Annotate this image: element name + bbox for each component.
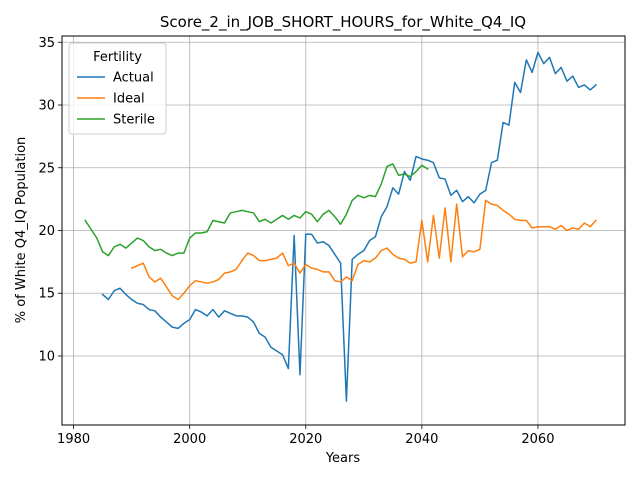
series-lines [84,51,598,402]
legend: Fertility Actual Ideal Sterile [68,42,167,135]
series-line-actual [101,51,598,402]
series-line-sterile [84,163,429,257]
x-tick-label: 2060 [521,432,554,447]
x-tick-label: 2020 [289,432,322,447]
x-tick-label: 2000 [173,432,206,447]
legend-label-ideal: Ideal [113,92,145,107]
axis-ticks: 1980 2000 2020 2040 2060 10 15 20 25 30 35 [38,36,554,447]
x-axis-label: Years [325,451,361,466]
legend-label-sterile: Sterile [113,113,155,128]
y-tick-label: 25 [38,161,55,176]
legend-box [68,42,167,135]
y-tick-label: 20 [38,224,55,239]
y-tick-label: 10 [38,349,55,364]
y-tick-label: 15 [38,287,55,302]
x-tick-label: 2040 [405,432,438,447]
y-tick-label: 35 [38,36,55,51]
x-tick-label: 1980 [57,432,90,447]
y-axis-label: % of White Q4_IQ Population [14,137,29,324]
grid [62,36,625,425]
series-line-ideal [130,199,598,301]
y-tick-label: 30 [38,99,55,114]
chart-title: Score_2_in_JOB_SHORT_HOURS_for_White_Q4_… [160,13,526,32]
legend-label-actual: Actual [113,71,154,86]
legend-title: Fertility [93,50,142,65]
